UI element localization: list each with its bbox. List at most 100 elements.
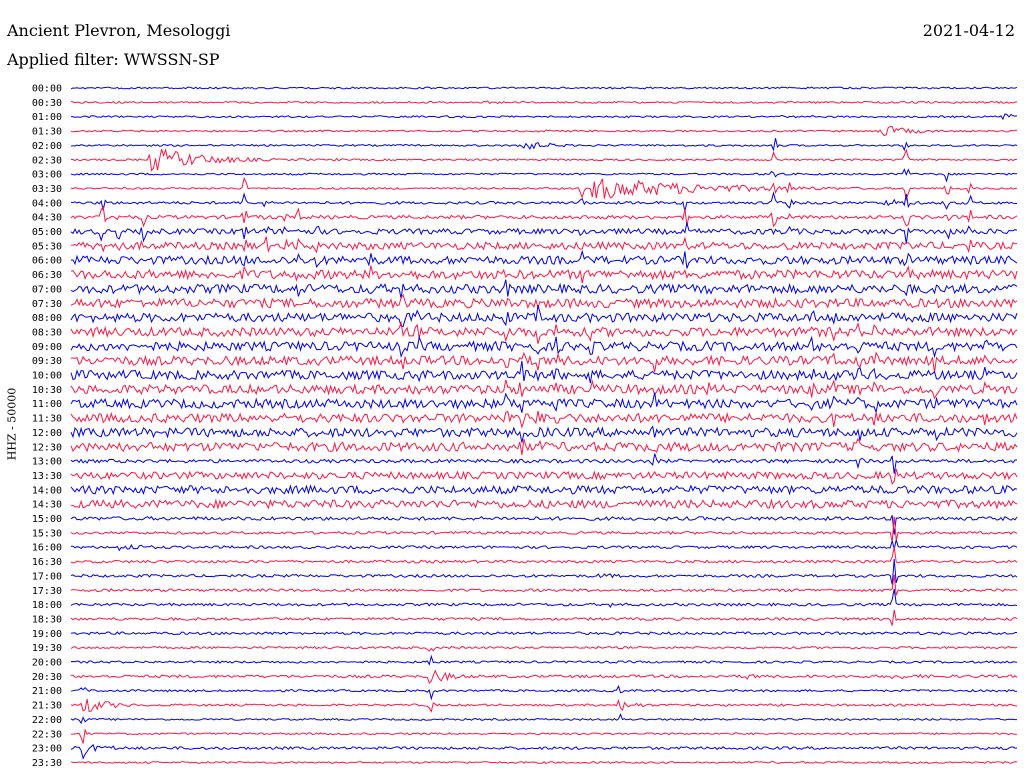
trace-row-2200 xyxy=(70,713,1017,725)
trace-row-2130 xyxy=(70,699,1018,713)
row-time-label: 04:30 xyxy=(32,213,62,224)
trace-row-0530 xyxy=(70,236,1018,254)
trace-row-0200 xyxy=(70,138,1018,152)
row-time-label: 14:30 xyxy=(32,500,62,511)
row-time-label: 17:00 xyxy=(32,571,62,582)
row-time-label: 16:30 xyxy=(32,557,62,568)
row-time-label: 15:30 xyxy=(32,528,62,539)
trace-row-0230 xyxy=(71,148,1018,172)
trace-row-1600 xyxy=(71,539,1018,552)
trace-row-1130 xyxy=(70,410,1018,429)
trace-row-1530 xyxy=(70,516,1018,542)
row-time-label: 05:00 xyxy=(32,227,62,238)
trace-row-1030 xyxy=(70,379,1018,400)
row-time-label: 02:30 xyxy=(32,155,62,166)
trace-row-0030 xyxy=(70,100,1018,105)
row-time-label: 09:30 xyxy=(32,356,62,367)
row-time-label: 06:00 xyxy=(32,256,62,267)
row-time-label: 21:30 xyxy=(32,701,62,712)
row-time-label: 04:00 xyxy=(32,198,62,209)
trace-row-2000 xyxy=(70,654,1018,666)
row-time-label: 13:30 xyxy=(32,471,62,482)
row-time-label: 05:30 xyxy=(32,241,62,252)
trace-row-0930 xyxy=(70,351,1018,373)
trace-row-0630 xyxy=(70,265,1018,284)
row-time-label: 23:30 xyxy=(32,758,62,769)
trace-row-0430 xyxy=(70,205,1018,228)
record-date: 2021-04-12 xyxy=(922,21,1015,40)
row-time-label: 10:00 xyxy=(32,371,62,382)
row-time-label: 18:00 xyxy=(32,600,62,611)
row-time-label: 12:00 xyxy=(32,428,62,439)
trace-row-0800 xyxy=(70,305,1018,328)
row-time-label: 00:30 xyxy=(32,98,62,109)
row-time-label: 06:30 xyxy=(32,270,62,281)
row-time-label: 20:00 xyxy=(32,658,62,669)
trace-row-1200 xyxy=(70,425,1018,443)
trace-row-1800 xyxy=(70,588,1018,609)
trace-row-1400 xyxy=(70,484,1018,496)
row-time-label: 00:00 xyxy=(32,84,62,95)
trace-row-0100 xyxy=(71,113,1018,121)
trace-row-0600 xyxy=(70,249,1018,269)
row-time-label: 20:30 xyxy=(32,672,62,683)
row-time-label: 16:00 xyxy=(32,543,62,554)
trace-row-1830 xyxy=(70,609,1018,626)
trace-row-1630 xyxy=(70,546,1018,564)
trace-row-0130 xyxy=(70,126,1018,137)
trace-row-0700 xyxy=(70,279,1018,299)
row-time-label: 18:30 xyxy=(32,614,62,625)
trace-row-2330 xyxy=(70,760,1018,764)
trace-row-1330 xyxy=(70,468,1018,485)
row-time-label: 09:00 xyxy=(32,342,62,353)
trace-row-0500 xyxy=(70,222,1018,244)
row-time-label: 10:30 xyxy=(32,385,62,396)
trace-layer xyxy=(70,86,1018,764)
trace-row-0830 xyxy=(70,320,1018,344)
trace-row-0900 xyxy=(70,335,1018,359)
row-time-label: 07:30 xyxy=(32,299,62,310)
row-time-label: 12:30 xyxy=(32,442,62,453)
trace-row-1000 xyxy=(70,360,1018,384)
row-time-label: 11:30 xyxy=(32,414,62,425)
trace-row-1930 xyxy=(70,645,1018,652)
trace-row-2300 xyxy=(70,743,1017,760)
trace-row-0330 xyxy=(70,176,1018,202)
row-time-label: 07:00 xyxy=(32,284,62,295)
trace-row-1430 xyxy=(70,498,1018,510)
row-time-label: 08:30 xyxy=(32,327,62,338)
trace-row-2100 xyxy=(70,684,1018,701)
row-time-label: 23:00 xyxy=(32,744,62,755)
row-time-label: 19:30 xyxy=(32,643,62,654)
trace-row-1230 xyxy=(70,437,1018,456)
row-time-label: 14:00 xyxy=(32,485,62,496)
trace-row-0000 xyxy=(70,86,1018,90)
row-time-label: 03:00 xyxy=(32,170,62,181)
row-time-label: 11:00 xyxy=(32,399,62,410)
row-time-label: 22:30 xyxy=(32,729,62,740)
trace-row-0730 xyxy=(70,294,1018,310)
row-time-label: 08:00 xyxy=(32,313,62,324)
trace-row-1100 xyxy=(70,392,1018,415)
row-time-label: 13:00 xyxy=(32,457,62,468)
row-time-label: 15:00 xyxy=(32,514,62,525)
row-time-label: 22:00 xyxy=(32,715,62,726)
filter-label: Applied filter: WWSSN-SP xyxy=(7,50,220,69)
trace-row-1900 xyxy=(70,631,1017,636)
row-time-label: 21:00 xyxy=(32,686,62,697)
trace-row-1700 xyxy=(70,558,1018,585)
trace-row-2230 xyxy=(71,728,1018,744)
row-time-label: 19:00 xyxy=(32,629,62,640)
trace-row-1730 xyxy=(70,574,1018,596)
row-time-label: 02:00 xyxy=(32,141,62,152)
trace-row-0400 xyxy=(70,191,1017,212)
trace-row-2030 xyxy=(70,669,1018,684)
time-label-layer: 00:00 00:30 01:00 01:30 02:00 02:30 03:00 03:30… xyxy=(32,84,62,769)
trace-row-1300 xyxy=(70,453,1017,474)
trace-row-1500 xyxy=(70,515,1018,535)
station-name: Ancient Plevron, Mesologgi xyxy=(7,21,231,40)
row-time-label: 01:00 xyxy=(32,112,62,123)
row-time-label: 03:30 xyxy=(32,184,62,195)
row-time-label: 17:30 xyxy=(32,586,62,597)
